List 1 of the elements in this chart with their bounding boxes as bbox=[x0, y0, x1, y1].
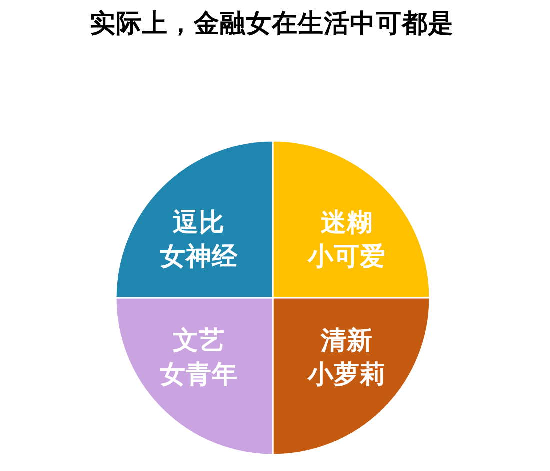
title: 实际上，金融女在生活中可都是 bbox=[90, 9, 454, 39]
